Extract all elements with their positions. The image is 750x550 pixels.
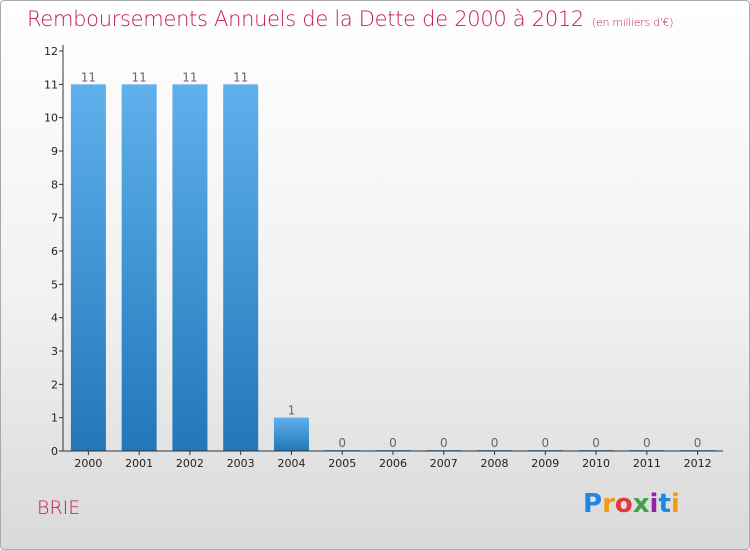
bar-value-label: 0 [440, 436, 448, 450]
bar-value-label: 11 [132, 70, 147, 84]
bar-2002 [172, 84, 208, 451]
chart-title: Remboursements Annuels de la Dette de 20… [27, 7, 673, 31]
chart-title-text: Remboursements Annuels de la Dette de 20… [27, 7, 584, 31]
y-tick-label: 4 [51, 312, 58, 325]
bar-value-label: 0 [643, 436, 651, 450]
bar-value-label: 1 [288, 404, 296, 418]
x-tick-label: 2008 [481, 457, 509, 470]
x-tick-label: 2012 [684, 457, 712, 470]
bar-value-label: 0 [694, 436, 702, 450]
bar-value-label: 0 [541, 436, 549, 450]
y-tick-label: 3 [51, 345, 58, 358]
bar-value-label: 11 [182, 70, 197, 84]
logo-letter: t [658, 489, 671, 519]
bar-2003 [223, 84, 259, 451]
x-tick-label: 2003 [227, 457, 255, 470]
y-tick-label: 5 [51, 278, 58, 291]
y-tick-label: 0 [51, 445, 58, 458]
logo-letter: i [649, 489, 659, 519]
x-tick-label: 2005 [328, 457, 356, 470]
x-tick-label: 2006 [379, 457, 407, 470]
x-tick-label: 2002 [176, 457, 204, 470]
y-tick-label: 6 [51, 245, 58, 258]
logo-letter: o [614, 489, 633, 519]
x-tick-label: 2001 [125, 457, 153, 470]
x-tick-label: 2011 [633, 457, 661, 470]
bar-value-label: 11 [233, 70, 248, 84]
commune-name: BRIE [37, 497, 81, 519]
bar-2000 [70, 84, 106, 451]
bar-value-label: 0 [338, 436, 346, 450]
x-tick-label: 2004 [277, 457, 305, 470]
bar-value-label: 0 [389, 436, 397, 450]
bar-2001 [121, 84, 157, 451]
y-tick-label: 8 [51, 178, 58, 191]
x-tick-label: 2000 [74, 457, 102, 470]
y-tick-label: 7 [51, 212, 58, 225]
bar-2004 [273, 417, 309, 451]
proxiti-logo[interactable]: Proxiti [583, 489, 680, 519]
bar-value-label: 11 [81, 70, 96, 84]
y-tick-label: 2 [51, 378, 58, 391]
x-tick-label: 2009 [531, 457, 559, 470]
bar-value-label: 0 [592, 436, 600, 450]
chart-unit-label: (en milliers d'€) [592, 16, 674, 29]
y-tick-label: 10 [44, 112, 58, 125]
x-tick-label: 2010 [582, 457, 610, 470]
y-tick-label: 12 [44, 45, 58, 58]
y-tick-label: 1 [51, 412, 58, 425]
y-tick-label: 9 [51, 145, 58, 158]
x-axis: 2000 2001 2002 2003 2004 2005 2006 2007 2008 2009… [63, 450, 723, 470]
y-tick-label: 11 [44, 78, 58, 91]
x-tick-label: 2007 [430, 457, 458, 470]
logo-letter: P [583, 489, 603, 519]
bar-value-label: 0 [491, 436, 499, 450]
logo-letter: x [632, 489, 650, 519]
logo-letter: r [602, 489, 615, 519]
logo-letter: i [670, 489, 680, 519]
